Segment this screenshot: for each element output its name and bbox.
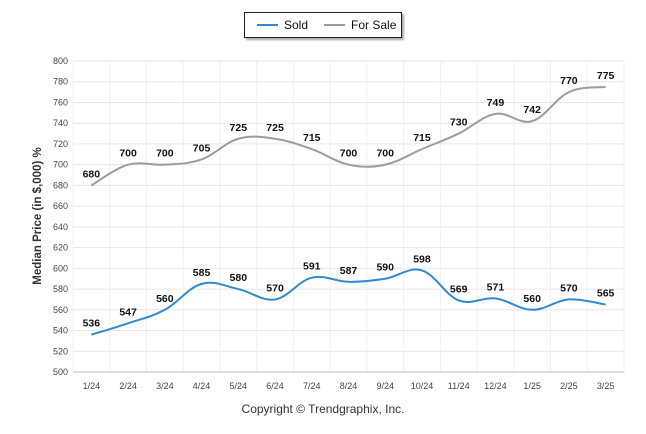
data-labels: 536 547 560 585 580 570 591 587 590 598 569 571 560 5… — [83, 70, 615, 330]
data-label-sold: 580 — [230, 272, 248, 284]
data-label-sold: 560 — [523, 293, 541, 305]
data-label-sold: 570 — [560, 282, 578, 294]
y-tick-label: 560 — [53, 305, 68, 315]
data-label-sold: 565 — [597, 288, 615, 300]
x-tick-label: 7/24 — [303, 381, 321, 391]
data-label-for-sale: 700 — [376, 148, 394, 160]
y-tick-label: 680 — [53, 180, 68, 190]
data-label-for-sale: 725 — [266, 122, 284, 134]
legend-label-for-sale: For Sale — [351, 18, 397, 32]
data-label-for-sale: 725 — [230, 122, 248, 134]
y-axis: 500 520 540 560 580 600 620 640 660 680 700 720 740 7… — [53, 56, 68, 377]
data-label-sold: 591 — [303, 261, 321, 273]
y-tick-label: 520 — [53, 346, 68, 356]
data-label-for-sale: 705 — [193, 142, 211, 154]
y-tick-label: 540 — [53, 326, 68, 336]
legend-item-for-sale[interactable]: For Sale — [324, 18, 396, 32]
data-label-for-sale: 700 — [340, 148, 358, 160]
x-tick-label: 4/24 — [193, 381, 211, 391]
legend-swatch-for-sale — [324, 24, 346, 26]
data-label-for-sale: 749 — [487, 97, 505, 109]
data-label-sold: 560 — [156, 293, 174, 305]
x-axis: 1/24 2/24 3/24 4/24 5/24 6/24 7/24 8/24 9/24 10/2… — [83, 381, 615, 391]
y-tick-label: 800 — [53, 56, 68, 66]
x-tick-label: 3/24 — [156, 381, 174, 391]
data-label-sold: 570 — [266, 282, 284, 294]
y-tick-label: 660 — [53, 201, 68, 211]
x-tick-label: 11/24 — [448, 381, 470, 391]
x-tick-label: 12/24 — [484, 381, 507, 391]
data-label-sold: 547 — [119, 306, 137, 318]
x-tick-label: 9/24 — [376, 381, 394, 391]
data-label-for-sale: 775 — [597, 70, 615, 82]
x-tick-label: 6/24 — [266, 381, 284, 391]
data-label-for-sale: 715 — [413, 132, 431, 144]
data-label-sold: 587 — [340, 265, 358, 277]
legend-label-sold: Sold — [284, 18, 309, 32]
legend: Sold For Sale — [244, 12, 402, 38]
y-tick-label: 600 — [53, 263, 68, 273]
x-tick-label: 2/24 — [119, 381, 137, 391]
y-axis-title: Median Price (in $,000) % — [32, 147, 44, 285]
data-label-sold: 590 — [376, 262, 394, 274]
data-label-for-sale: 715 — [303, 132, 321, 144]
x-tick-label: 3/25 — [597, 381, 615, 391]
legend-swatch-sold — [257, 24, 278, 26]
data-label-for-sale: 730 — [450, 117, 468, 129]
data-label-sold: 585 — [193, 267, 211, 279]
x-tick-label: 8/24 — [340, 381, 358, 391]
x-tick-label: 1/25 — [523, 381, 541, 391]
y-tick-label: 720 — [53, 139, 68, 149]
data-label-sold: 569 — [450, 283, 468, 295]
data-label-sold: 598 — [413, 253, 431, 265]
series-lines — [90, 85, 606, 336]
y-tick-label: 700 — [53, 160, 68, 170]
data-label-sold: 571 — [487, 281, 505, 293]
data-label-for-sale: 770 — [560, 75, 578, 87]
grid — [72, 60, 625, 373]
x-tick-label: 1/24 — [83, 381, 101, 391]
data-label-for-sale: 680 — [83, 168, 101, 180]
y-tick-label: 780 — [53, 77, 68, 87]
y-tick-label: 740 — [53, 118, 68, 128]
series-line-sold — [91, 268, 606, 336]
y-tick-label: 640 — [53, 222, 68, 232]
data-label-for-sale: 742 — [523, 104, 541, 116]
data-label-sold: 536 — [83, 318, 101, 330]
x-tick-label: 10/24 — [411, 381, 434, 391]
x-tick-label: 2/25 — [560, 381, 578, 391]
series-line-for-sale — [90, 85, 606, 187]
data-label-for-sale: 700 — [156, 148, 174, 160]
y-tick-label: 620 — [53, 243, 68, 253]
y-tick-label: 760 — [53, 97, 68, 107]
y-tick-label: 500 — [53, 367, 68, 377]
x-tick-label: 5/24 — [230, 381, 248, 391]
legend-item-sold[interactable]: Sold — [257, 18, 308, 32]
y-tick-label: 580 — [53, 284, 68, 294]
copyright-text: Copyright © Trendgraphix, Inc. — [241, 402, 405, 416]
data-label-for-sale: 700 — [119, 148, 137, 160]
